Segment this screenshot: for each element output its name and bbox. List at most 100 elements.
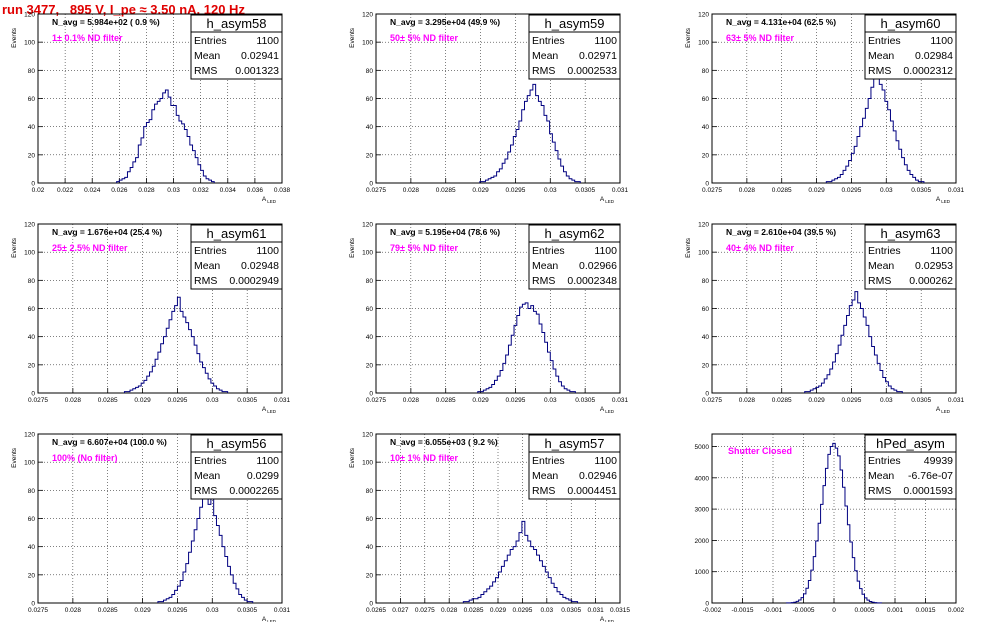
x-tick-label: 0.0305 — [237, 397, 257, 404]
histogram-bin — [517, 316, 520, 393]
x-tick-label: 0.028 — [403, 187, 420, 194]
histogram-bin — [531, 306, 534, 393]
y-tick-label: 120 — [698, 222, 709, 229]
x-tick-label: 0.0295 — [167, 397, 187, 404]
y-tick-label: 120 — [362, 432, 373, 439]
y-axis-label: Events — [349, 447, 356, 468]
histogram-bin — [186, 323, 189, 393]
stats-rms-label: RMS — [194, 65, 217, 77]
x-tick-label: 0.03 — [540, 607, 553, 614]
stats-rms-value: 0.0002949 — [229, 275, 279, 287]
x-tick-label: 0.031 — [612, 397, 629, 404]
histogram-bin — [525, 535, 528, 603]
x-tick-label: 0.038 — [274, 187, 291, 194]
histogram-outline — [477, 302, 576, 393]
x-axis-label: ALED — [936, 406, 951, 414]
x-tick-label: 0.03 — [206, 607, 219, 614]
histogram-bins — [478, 303, 576, 393]
histogram-bin — [146, 122, 149, 183]
x-axis-label: ALED — [600, 616, 615, 622]
stats-entries-label: Entries — [194, 245, 227, 257]
histogram-bin — [513, 547, 516, 603]
histogram-bin — [852, 300, 855, 393]
histogram-panel-h_asym62: 0.0275 0.028 0.0285 0.029 0.0295 0.03 0.0305 0.… — [349, 222, 629, 415]
y-tick-label: 20 — [702, 362, 710, 369]
stats-entries-value: 1100 — [256, 455, 279, 467]
y-tick-label: 0 — [369, 601, 373, 608]
y-tick-label: 80 — [366, 68, 374, 75]
y-tick-label: 40 — [28, 124, 36, 131]
histogram-bin — [157, 101, 160, 183]
histogram-bin — [168, 97, 171, 183]
histogram-title: h_asym58 — [207, 16, 267, 31]
x-axis-label-sub: LED — [941, 409, 951, 414]
histogram-bin — [536, 96, 539, 183]
stats-mean-label: Mean — [194, 260, 220, 272]
stats-rms-label: RMS — [532, 485, 555, 497]
filter-annotation: 100% (No filter) — [52, 453, 118, 463]
histogram-bins — [805, 292, 903, 393]
histogram-bin — [539, 324, 542, 393]
histogram-bin — [183, 317, 186, 393]
x-tick-label: 0.028 — [65, 607, 82, 614]
stats-mean-label: Mean — [194, 50, 220, 62]
stats-rms-label: RMS — [194, 485, 217, 497]
histogram-title: hPed_asym — [876, 436, 945, 451]
filter-annotation: 10± 1% ND filter — [390, 453, 458, 463]
stats-rms-label: RMS — [194, 275, 217, 287]
y-tick-label: 3000 — [695, 507, 710, 514]
histogram-bin — [524, 101, 527, 183]
x-tick-label: 0.0305 — [561, 607, 581, 614]
x-tick-label: 0.0295 — [841, 397, 861, 404]
y-tick-label: 100 — [362, 250, 373, 257]
y-tick-label: 20 — [366, 362, 374, 369]
histogram-bin — [863, 118, 866, 183]
y-tick-label: 4000 — [695, 475, 710, 482]
filter-annotation: 40± 4% ND filter — [726, 243, 794, 253]
histogram-bin — [169, 320, 172, 393]
x-tick-label: 0.022 — [57, 187, 74, 194]
y-tick-label: 60 — [366, 96, 374, 103]
histogram-title: h_asym56 — [207, 436, 267, 451]
histogram-bin — [528, 309, 531, 394]
x-axis-label-sub: LED — [605, 619, 615, 622]
x-tick-label: 0.0275 — [415, 607, 435, 614]
y-tick-label: 80 — [366, 278, 374, 285]
histogram-bin — [847, 316, 850, 393]
stats-mean-value: 0.0299 — [247, 470, 279, 482]
x-axis-label-sub: LED — [267, 409, 277, 414]
histogram-panel-h_asym59: 0.0275 0.028 0.0285 0.029 0.0295 0.03 0.0305 0.… — [349, 12, 629, 205]
histogram-bin — [160, 99, 163, 184]
x-tick-label: 0.0285 — [464, 607, 484, 614]
n-avg-annotation: N_avg = 6.607e+04 (100.0 %) — [52, 437, 167, 447]
histogram-panel-h_asym63: 0.0275 0.028 0.0285 0.029 0.0295 0.03 0.0305 0.… — [685, 222, 965, 415]
histogram-bin — [865, 108, 868, 183]
y-tick-label: 80 — [28, 488, 36, 495]
x-axis-label-main: A — [600, 196, 605, 203]
stats-rms-value: 0.0002533 — [567, 65, 617, 77]
y-tick-label: 1000 — [695, 569, 710, 576]
stats-entries-value: 1100 — [256, 245, 279, 257]
stats-entries-value: 1100 — [930, 35, 953, 47]
x-tick-label: 0.028 — [739, 397, 756, 404]
y-tick-label: 100 — [24, 250, 35, 257]
histogram-bin — [534, 549, 537, 603]
x-tick-label: 0.031 — [612, 187, 629, 194]
x-tick-label: 0.029 — [134, 397, 151, 404]
histogram-title: h_asym61 — [207, 226, 267, 241]
histogram-bin — [533, 84, 536, 183]
x-axis-label-sub: LED — [267, 619, 277, 622]
x-axis-label-main: A — [600, 406, 605, 413]
histogram-bin — [828, 454, 830, 603]
n-avg-annotation: N_avg = 1.676e+04 (25.4 %) — [52, 227, 162, 237]
y-tick-label: 120 — [362, 12, 373, 19]
x-tick-label: 0.0295 — [505, 397, 525, 404]
histogram-panel-h_asym60: 0.0275 0.028 0.0285 0.029 0.0295 0.03 0.0305 0.… — [685, 12, 965, 205]
stats-mean-label: Mean — [532, 50, 558, 62]
stats-mean-label: Mean — [532, 260, 558, 272]
y-tick-label: 120 — [24, 432, 35, 439]
stats-box — [528, 451, 621, 500]
stats-rms-value: 0.0001593 — [903, 485, 953, 497]
y-tick-label: 120 — [24, 222, 35, 229]
stats-mean-label: Mean — [868, 470, 894, 482]
